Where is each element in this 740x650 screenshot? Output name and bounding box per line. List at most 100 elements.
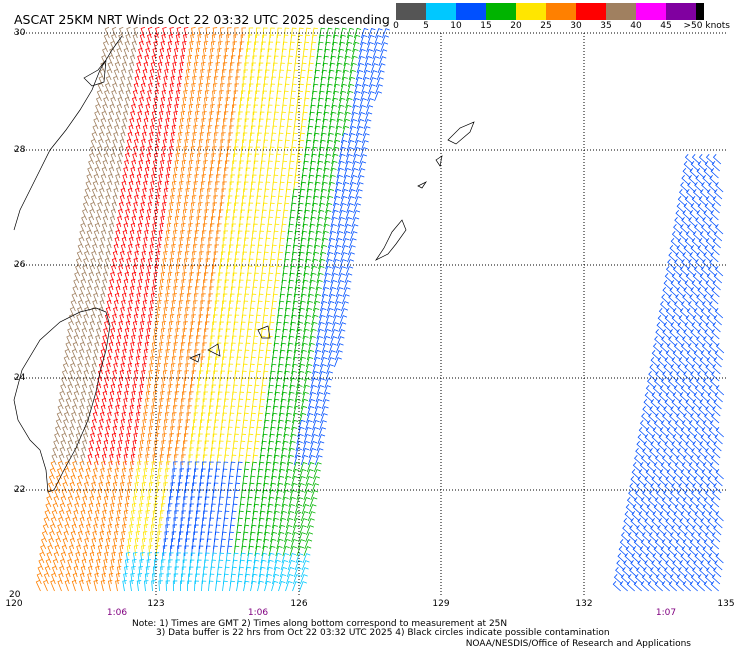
wind-barb — [690, 371, 699, 382]
wind-barb — [271, 405, 279, 417]
wind-barb — [265, 566, 273, 578]
wind-barb — [273, 447, 281, 459]
wind-barb — [100, 579, 106, 592]
wind-barb — [85, 292, 91, 305]
wind-barb — [715, 511, 724, 522]
wind-barb — [99, 68, 105, 81]
wind-barb — [225, 440, 231, 452]
wind-barb — [263, 195, 269, 207]
wind-barb — [342, 174, 351, 186]
wind-barb — [260, 272, 267, 284]
wind-barb — [121, 68, 126, 81]
wind-barb — [255, 146, 261, 158]
wind-barb — [88, 152, 95, 165]
wind-barb — [204, 552, 210, 564]
wind-barb — [171, 475, 176, 487]
wind-barb — [231, 48, 237, 60]
wind-barb — [225, 41, 230, 53]
wind-barb — [692, 441, 701, 452]
wind-barb — [227, 538, 234, 550]
wind-barb — [185, 482, 190, 494]
wind-barb — [670, 322, 679, 333]
wind-barb — [632, 546, 641, 557]
wind-barb — [297, 426, 305, 438]
wind-barb — [166, 167, 171, 179]
wind-barb — [263, 531, 270, 543]
wind-barb — [54, 432, 60, 445]
wind-barb — [245, 223, 251, 235]
wind-barb — [668, 336, 677, 347]
wind-barb — [70, 299, 76, 312]
wind-barb — [350, 168, 359, 179]
wind-barb — [686, 518, 695, 529]
wind-barb — [101, 572, 107, 585]
wind-barb — [51, 565, 57, 578]
wind-barb — [710, 210, 719, 221]
wind-barb — [103, 33, 109, 46]
wind-barb — [662, 455, 671, 466]
wind-barb — [299, 412, 307, 424]
wind-barb — [345, 153, 353, 165]
wind-barb — [705, 448, 714, 459]
wind-barb — [352, 41, 360, 53]
wind-barb — [216, 174, 221, 186]
wind-barb — [299, 525, 307, 536]
wind-barb — [333, 308, 341, 319]
wind-barb — [200, 300, 205, 312]
wind-barb — [329, 280, 338, 291]
wind-barb — [317, 321, 325, 333]
wind-barb — [298, 419, 306, 431]
wind-barb — [275, 41, 281, 53]
wind-barb — [309, 328, 317, 340]
wind-barb — [711, 413, 720, 424]
wind-barb — [57, 404, 63, 417]
wind-barb — [668, 539, 678, 550]
wind-barb — [290, 34, 296, 46]
wind-barb — [694, 469, 703, 480]
wind-barb — [338, 266, 346, 277]
wind-barb — [145, 215, 151, 228]
wind-barb — [310, 490, 319, 501]
wind-barb — [273, 503, 281, 515]
wind-barb — [130, 341, 135, 354]
wind-barb — [226, 545, 233, 557]
wind-barb — [112, 75, 118, 88]
wind-barb — [183, 496, 188, 508]
wind-barb — [183, 27, 189, 39]
wind-barb — [647, 497, 657, 508]
wind-barb — [277, 139, 283, 151]
wind-barb — [304, 426, 312, 438]
wind-barb — [326, 308, 334, 319]
wind-barb — [685, 483, 694, 494]
wind-barb — [347, 252, 355, 263]
wind-barb — [232, 440, 238, 452]
wind-barb — [215, 580, 221, 592]
wind-barb — [266, 55, 272, 67]
wind-barb — [312, 307, 320, 319]
wind-barb — [674, 462, 684, 473]
wind-barb — [264, 237, 271, 249]
wind-barb — [653, 420, 663, 431]
wind-barb — [711, 455, 720, 466]
wind-barb — [128, 355, 134, 368]
wind-barb — [269, 426, 276, 438]
wind-barb — [231, 503, 238, 515]
wind-barb — [222, 412, 228, 424]
wind-barb — [273, 111, 279, 123]
wind-barb — [378, 56, 387, 67]
wind-barb — [360, 147, 368, 158]
wind-barb — [643, 399, 652, 410]
wind-barb — [100, 236, 105, 249]
wind-barb — [697, 203, 706, 214]
wind-barb — [235, 244, 241, 256]
wind-barb — [301, 279, 309, 291]
wind-barb — [173, 461, 178, 473]
wind-barb — [168, 33, 174, 46]
wind-barb — [282, 321, 289, 333]
wind-barb — [343, 55, 351, 67]
wind-barb — [699, 357, 708, 368]
wind-barb — [714, 308, 724, 319]
wind-barb — [178, 475, 184, 487]
wind-barb — [356, 119, 365, 130]
wind-barb — [228, 363, 234, 375]
